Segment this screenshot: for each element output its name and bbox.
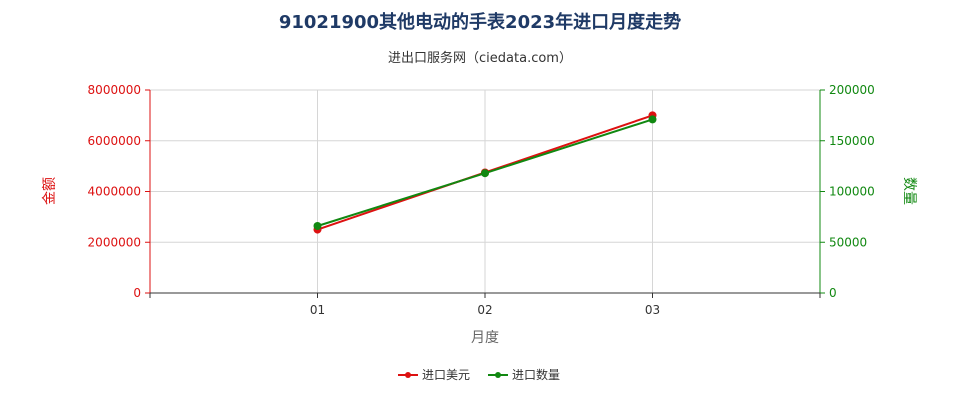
y-left-tick-label: 2000000 xyxy=(88,235,141,249)
y-right-tick-label: 150000 xyxy=(829,134,875,148)
axes xyxy=(145,89,825,298)
legend-marker xyxy=(495,372,501,378)
y-right-tick-label: 200000 xyxy=(829,83,875,97)
y-left-tick-label: 6000000 xyxy=(88,134,141,148)
series xyxy=(313,111,657,234)
chart-subtitle: 进出口服务网（ciedata.com） xyxy=(388,50,572,66)
legend-marker xyxy=(405,372,411,378)
y-right-tick-label: 0 xyxy=(829,286,837,300)
data-point xyxy=(648,115,657,124)
x-tick-label: 01 xyxy=(310,303,325,317)
legend: 进口美元 进口数量 xyxy=(398,367,560,382)
y-left-tick-label: 4000000 xyxy=(88,185,141,199)
x-axis-title: 月度 xyxy=(471,330,499,346)
x-tick-label: 03 xyxy=(645,303,660,317)
y-axis-left-title: 金额 xyxy=(42,177,58,205)
y-left-tick-label: 8000000 xyxy=(88,83,141,97)
y-right-tick-label: 100000 xyxy=(829,185,875,199)
x-tick-label: 02 xyxy=(477,303,492,317)
chart-title: 91021900其他电动的手表2023年进口月度走势 xyxy=(279,11,681,33)
y-right-tick-label: 50000 xyxy=(829,235,867,249)
grid xyxy=(150,89,820,293)
y-axis-right-title: 数量 xyxy=(901,177,917,205)
y-left-tick-label: 0 xyxy=(133,286,141,300)
legend-label: 进口数量 xyxy=(512,367,560,382)
legend-label: 进口美元 xyxy=(422,368,470,382)
data-point xyxy=(481,169,489,178)
tick-labels: 0 2000000 4000000 6000000 8000000 0 50000 10000… xyxy=(88,83,875,317)
data-point xyxy=(313,222,322,231)
